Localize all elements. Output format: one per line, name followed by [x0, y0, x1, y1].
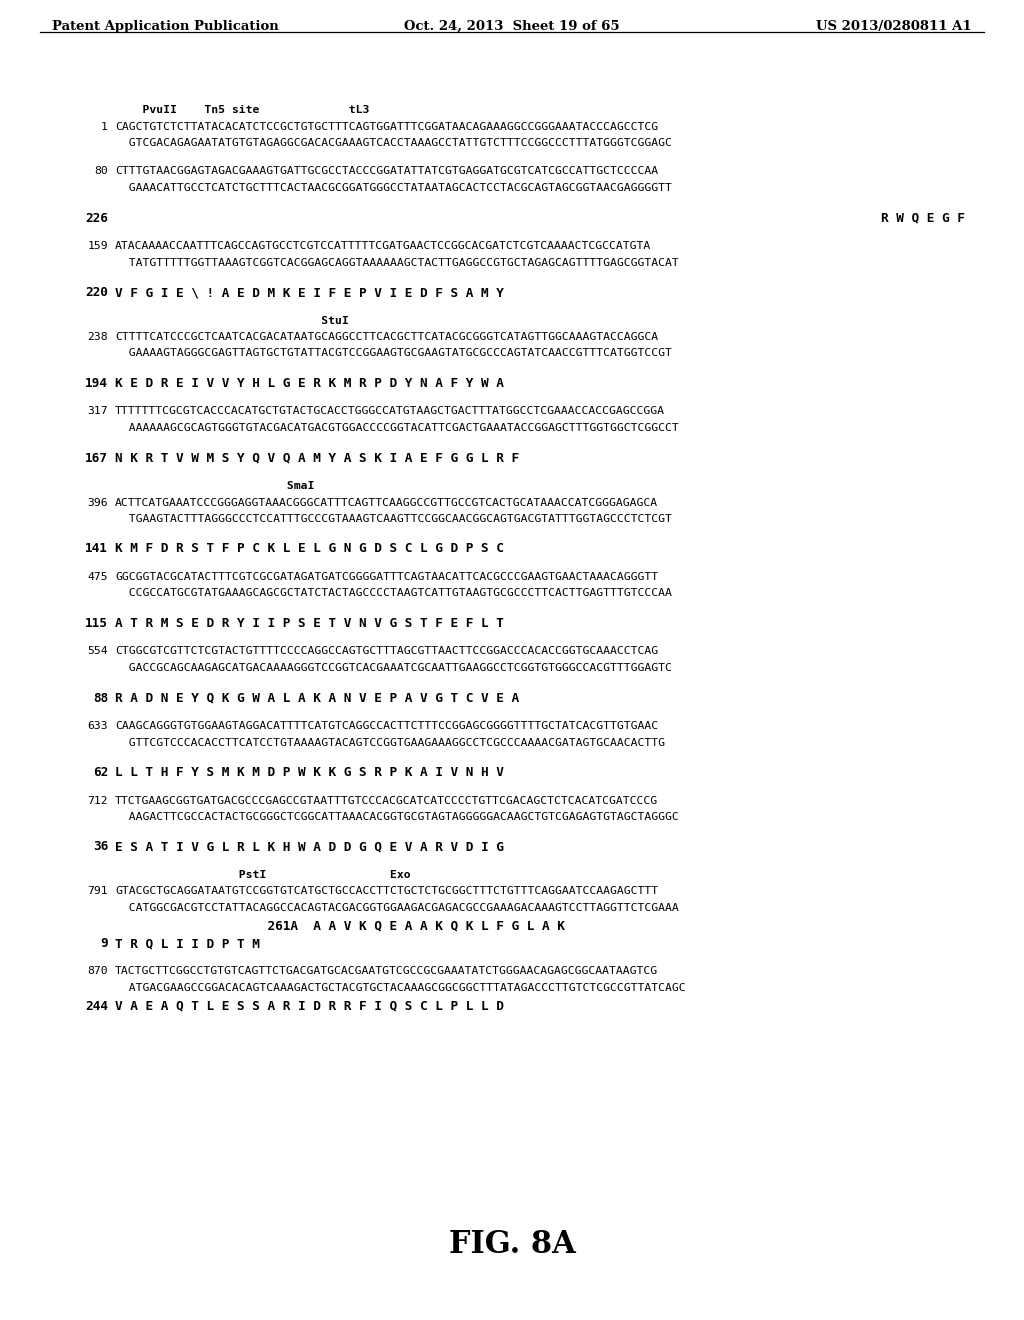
- Text: Patent Application Publication: Patent Application Publication: [52, 20, 279, 33]
- Text: 870: 870: [87, 966, 108, 977]
- Text: R A D N E Y Q K G W A L A K A N V E P A V G T C V E A: R A D N E Y Q K G W A L A K A N V E P A …: [115, 692, 519, 705]
- Text: GACCGCAGCAAGAGCATGACAAAAGGGTCCGGTCACGAAATCGCAATTGAAGGCCTCGGTGTGGGCCACGTTTGGAGTC: GACCGCAGCAAGAGCATGACAAAAGGGTCCGGTCACGAAA…: [115, 663, 672, 673]
- Text: TGAAGTACTTTAGGGCCCTCCATTTGCCCGTAAAGTCAAGTTCCGGCAACGGCAGTGACGTATTTGGTAGCCCTCTCGT: TGAAGTACTTTAGGGCCCTCCATTTGCCCGTAAAGTCAAG…: [115, 513, 672, 524]
- Text: 226: 226: [85, 211, 108, 224]
- Text: 396: 396: [87, 498, 108, 507]
- Text: CAAGCAGGGTGTGGAAGTAGGACATTTTCATGTCAGGCCACTTCTTTCCGGAGCGGGGTTTTGCTATCACGTTGTGAAC: CAAGCAGGGTGTGGAAGTAGGACATTTTCATGTCAGGCCA…: [115, 721, 658, 731]
- Text: PvuII    Tn5 site             tL3: PvuII Tn5 site tL3: [115, 106, 370, 115]
- Text: N K R T V W M S Y Q V Q A M Y A S K I A E F G G L R F: N K R T V W M S Y Q V Q A M Y A S K I A …: [115, 451, 519, 465]
- Text: K M F D R S T F P C K L E L G N G D S C L G D P S C: K M F D R S T F P C K L E L G N G D S C …: [115, 543, 504, 556]
- Text: CCGCCATGCGTATGAAAGCAGCGCTATCTACTAGCCCCTAAGTCATTGTAAGTGCGCCCTTCACTTGAGTTTGTCCCAA: CCGCCATGCGTATGAAAGCAGCGCTATCTACTAGCCCCTA…: [115, 589, 672, 598]
- Text: CAGCTGTCTCTTATACACATCTCCGCTGTGCTTTCAGTGGATTTCGGATAACAGAAAGGCCGGGAAATACCCAGCCTCG: CAGCTGTCTCTTATACACATCTCCGCTGTGCTTTCAGTGG…: [115, 121, 658, 132]
- Text: 791: 791: [87, 887, 108, 896]
- Text: 261A  A A V K Q E A A K Q K L F G L A K: 261A A A V K Q E A A K Q K L F G L A K: [115, 920, 565, 932]
- Text: 88: 88: [93, 692, 108, 705]
- Text: GGCGGTACGCATACTTTCGTCGCGATAGATGATCGGGGATTTCAGTAACATTCACGCCCGAAGTGAACTAAACAGGGTT: GGCGGTACGCATACTTTCGTCGCGATAGATGATCGGGGAT…: [115, 572, 658, 582]
- Text: 220: 220: [85, 286, 108, 300]
- Text: V F G I E \ ! A E D M K E I F E P V I E D F S A M Y: V F G I E \ ! A E D M K E I F E P V I E …: [115, 286, 504, 300]
- Text: GAAACATTGCCTCATCTGCTTTCACTAACGCGGATGGGCCTATAATAGCACTCCTACGCAGTAGCGGTAACGAGGGGTT: GAAACATTGCCTCATCTGCTTTCACTAACGCGGATGGGCC…: [115, 183, 672, 193]
- Text: V A E A Q T L E S S A R I D R R F I Q S C L P L L D: V A E A Q T L E S S A R I D R R F I Q S …: [115, 999, 504, 1012]
- Text: GTTCGTCCCACACCTTCATCCTGTAAAAGTACAGTCCGGTGAAGAAAGGCCTCGCCCAAAACGATAGTGCAACACTTG: GTTCGTCCCACACCTTCATCCTGTAAAAGTACAGTCCGGT…: [115, 738, 665, 747]
- Text: 712: 712: [87, 796, 108, 805]
- Text: T R Q L I I D P T M: T R Q L I I D P T M: [115, 937, 260, 950]
- Text: CTGGCGTCGTTCTCGTACTGTTTTCCCCAGGCCAGTGCTTTAGCGTTAACTTCCGGACCCACACCGGTGCAAACCTCAG: CTGGCGTCGTTCTCGTACTGTTTTCCCCAGGCCAGTGCTT…: [115, 647, 658, 656]
- Text: R W Q E G F: R W Q E G F: [881, 211, 965, 224]
- Text: StuI: StuI: [115, 315, 349, 326]
- Text: 633: 633: [87, 721, 108, 731]
- Text: ATACAAAACCAATTTCAGCCAGTGCCTCGTCCATTTTTCGATGAACTCCGGCACGATCTCGTCAAAACTCGCCATGTA: ATACAAAACCAATTTCAGCCAGTGCCTCGTCCATTTTTCG…: [115, 242, 651, 251]
- Text: GTCGACAGAGAATATGTGTAGAGGCGACACGAAAGTCACCTAAAGCCTATTGTCTTTCCGGCCCTTTATGGGTCGGAGC: GTCGACAGAGAATATGTGTAGAGGCGACACGAAAGTCACC…: [115, 139, 672, 148]
- Text: 159: 159: [87, 242, 108, 251]
- Text: GTACGCTGCAGGATAATGTCCGGTGTCATGCTGCCACCTTCTGCTCTGCGGCTTTCTGTTTCAGGAATCCAAGAGCTTT: GTACGCTGCAGGATAATGTCCGGTGTCATGCTGCCACCTT…: [115, 887, 658, 896]
- Text: CTTTGTAACGGAGTAGACGAAAGTGATTGCGCCTACCCGGATATTATCGTGAGGATGCGTCATCGCCATTGCTCCCCAA: CTTTGTAACGGAGTAGACGAAAGTGATTGCGCCTACCCGG…: [115, 166, 658, 177]
- Text: CATGGCGACGTCCTATTACAGGCCACAGTACGACGGTGGAAGACGAGACGCCGAAAGACAAAGTCCTTAGGTTCTCGAAA: CATGGCGACGTCCTATTACAGGCCACAGTACGACGGTGGA…: [115, 903, 679, 913]
- Text: 167: 167: [85, 451, 108, 465]
- Text: ATGACGAAGCCGGACACAGTCAAAGACTGCTACGTGCTACAAAGCGGCGGCTTTATAGACCCTTGTCTCGCCGTTATCAG: ATGACGAAGCCGGACACAGTCAAAGACTGCTACGTGCTAC…: [115, 983, 686, 993]
- Text: TACTGCTTCGGCCTGTGTCAGTTCTGACGATGCACGAATGTCGCCGCGAAATATCTGGGAACAGAGCGGCAATAAGTCG: TACTGCTTCGGCCTGTGTCAGTTCTGACGATGCACGAATG…: [115, 966, 658, 977]
- Text: PstI                  Exo: PstI Exo: [115, 870, 411, 880]
- Text: AAAAAAGCGCAGTGGGTGTACGACATGACGTGGACCCCGGTACATTCGACTGAAATACCGGAGCTTTGGTGGCTCGGCCT: AAAAAAGCGCAGTGGGTGTACGACATGACGTGGACCCCGG…: [115, 422, 679, 433]
- Text: TTTTTTTCGCGTCACCCACATGCTGTACTGCACCTGGGCCATGTAAGCTGACTTTATGGCCTCGAAACCACCGAGCCGGA: TTTTTTTCGCGTCACCCACATGCTGTACTGCACCTGGGCC…: [115, 407, 665, 417]
- Text: 80: 80: [94, 166, 108, 177]
- Text: E S A T I V G L R L K H W A D D G Q E V A R V D I G: E S A T I V G L R L K H W A D D G Q E V …: [115, 841, 504, 854]
- Text: ACTTCATGAAATCCCGGGAGGTAAACGGGCATTTCAGTTCAAGGCCGTTGCCGTCACTGCATAAACCATCGGGAGAGCA: ACTTCATGAAATCCCGGGAGGTAAACGGGCATTTCAGTTC…: [115, 498, 658, 507]
- Text: 9: 9: [100, 937, 108, 950]
- Text: 475: 475: [87, 572, 108, 582]
- Text: 244: 244: [85, 999, 108, 1012]
- Text: 238: 238: [87, 333, 108, 342]
- Text: 141: 141: [85, 543, 108, 556]
- Text: TATGTTTTTGGTTAAAGTCGGTCACGGAGCAGGTAAAAAAGCTACTTGAGGCCGTGCTAGAGCAGTTTTGAGCGGTACAT: TATGTTTTTGGTTAAAGTCGGTCACGGAGCAGGTAAAAAA…: [115, 257, 679, 268]
- Text: 115: 115: [85, 616, 108, 630]
- Text: AAGACTTCGCCACTACTGCGGGCTCGGCATTAAACACGGTGCGTAGTAGGGGGACAAGCTGTCGAGAGTGTAGCTAGGGC: AAGACTTCGCCACTACTGCGGGCTCGGCATTAAACACGGT…: [115, 812, 679, 822]
- Text: L L T H F Y S M K M D P W K K G S R P K A I V N H V: L L T H F Y S M K M D P W K K G S R P K …: [115, 766, 504, 779]
- Text: CTTTTCATCCCGCTCAATCACGACATAATGCAGGCCTTCACGCTTCATACGCGGGTCATAGTTGGCAAAGTACCAGGCA: CTTTTCATCCCGCTCAATCACGACATAATGCAGGCCTTCA…: [115, 333, 658, 342]
- Text: 62: 62: [93, 766, 108, 779]
- Text: K E D R E I V V Y H L G E R K M R P D Y N A F Y W A: K E D R E I V V Y H L G E R K M R P D Y …: [115, 378, 504, 389]
- Text: TTCTGAAGCGGTGATGACGCCCGAGCCGTAATTTGTCCCACGCATCATCCCCTGTTCGACAGCTCTCACATCGATCCCG: TTCTGAAGCGGTGATGACGCCCGAGCCGTAATTTGTCCCA…: [115, 796, 658, 805]
- Text: FIG. 8A: FIG. 8A: [449, 1229, 575, 1261]
- Text: 317: 317: [87, 407, 108, 417]
- Text: 36: 36: [93, 841, 108, 854]
- Text: 194: 194: [85, 378, 108, 389]
- Text: US 2013/0280811 A1: US 2013/0280811 A1: [816, 20, 972, 33]
- Text: 1: 1: [101, 121, 108, 132]
- Text: GAAAAGTAGGGCGAGTTAGTGCTGTATTACGTCCGGAAGTGCGAAGTATGCGCCCAGTATCAACCGTTTCATGGTCCGT: GAAAAGTAGGGCGAGTTAGTGCTGTATTACGTCCGGAAGT…: [115, 348, 672, 359]
- Text: Oct. 24, 2013  Sheet 19 of 65: Oct. 24, 2013 Sheet 19 of 65: [404, 20, 620, 33]
- Text: 554: 554: [87, 647, 108, 656]
- Text: SmaI: SmaI: [115, 480, 314, 491]
- Text: A T R M S E D R Y I I P S E T V N V G S T F E F L T: A T R M S E D R Y I I P S E T V N V G S …: [115, 616, 504, 630]
